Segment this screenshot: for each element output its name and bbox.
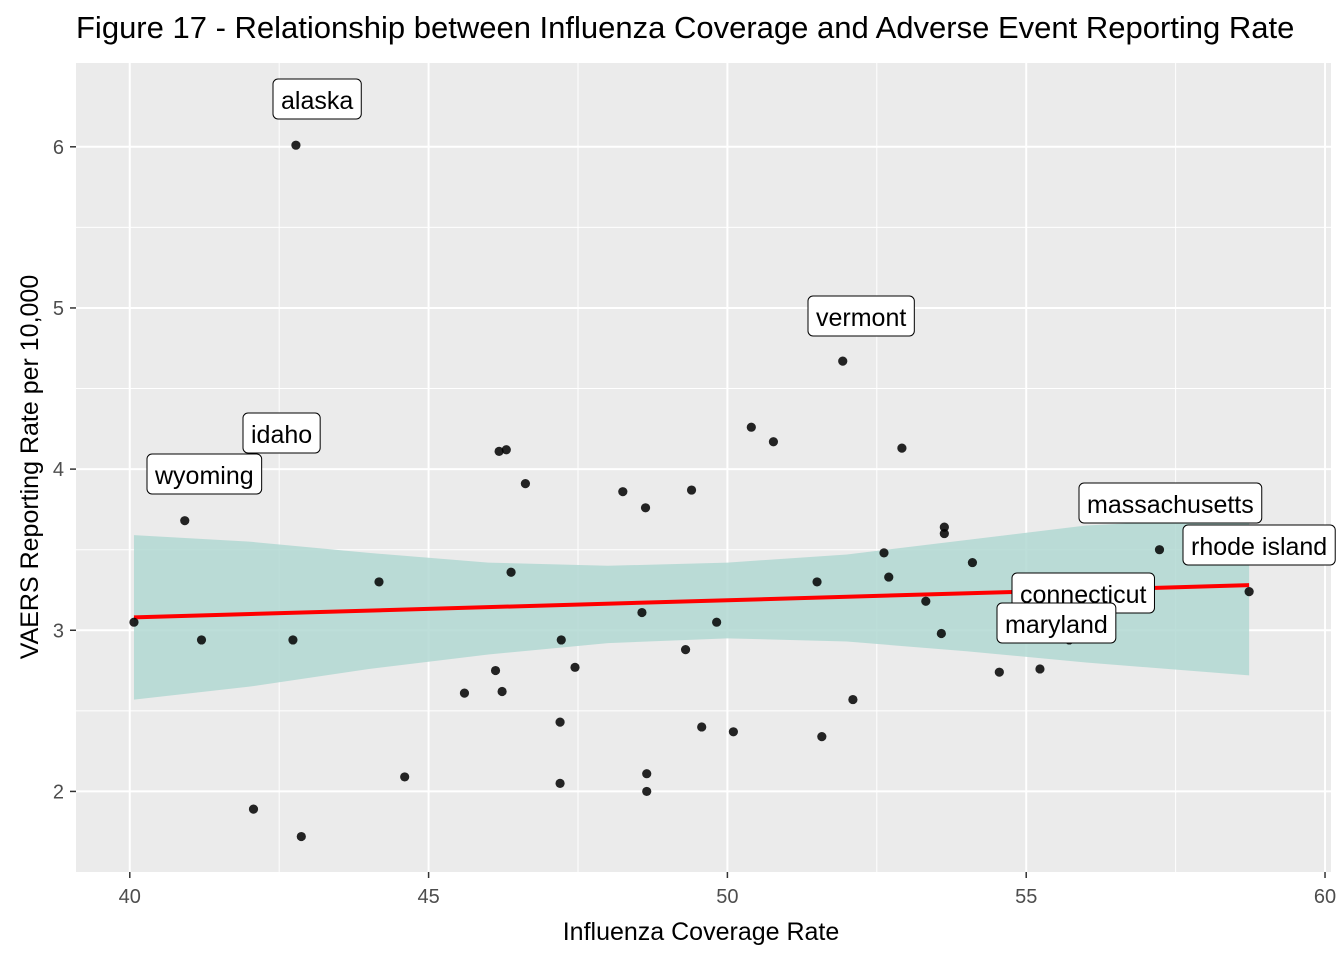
chart-title: Figure 17 - Relationship between Influen… <box>76 10 1295 45</box>
y-axis: 2 3 4 5 6 <box>53 137 76 803</box>
data-point <box>642 786 652 797</box>
data-point <box>939 522 949 532</box>
data-point <box>374 577 384 587</box>
x-axis: 40 45 50 55 60 <box>119 872 1336 908</box>
data-point <box>490 665 501 676</box>
x-tick-label: 40 <box>119 886 141 908</box>
data-point <box>686 485 697 495</box>
data-point <box>838 356 848 366</box>
data-point <box>501 445 511 455</box>
point-label-box <box>242 412 321 454</box>
data-point <box>697 722 707 732</box>
data-point <box>712 617 722 627</box>
x-tick-label: 45 <box>417 886 439 908</box>
point-label-text: massachusetts <box>1087 491 1254 519</box>
data-point <box>817 732 827 742</box>
data-point <box>746 422 756 432</box>
data-point <box>994 667 1004 677</box>
data-points <box>129 140 1254 842</box>
point-label: alaska <box>272 78 362 120</box>
data-point <box>936 628 946 639</box>
data-point <box>642 769 652 779</box>
data-point <box>570 662 580 672</box>
data-point <box>728 727 738 737</box>
data-point <box>921 596 931 606</box>
point-label-box <box>272 78 362 120</box>
data-point <box>180 516 190 526</box>
point-label-box <box>146 453 263 495</box>
x-axis-label: Influenza Coverage Rate <box>563 918 840 946</box>
x-tick-label: 60 <box>1314 886 1336 908</box>
y-tick-label: 6 <box>53 137 64 159</box>
point-label-box <box>1078 482 1263 524</box>
y-axis-label: VAERS Reporting Rate per 10,000 <box>16 275 44 660</box>
data-point <box>129 617 139 627</box>
data-point <box>618 487 628 497</box>
data-point <box>494 446 504 456</box>
point-label-box <box>996 602 1117 644</box>
data-point <box>555 717 565 727</box>
data-point <box>196 635 207 645</box>
point-labels: alaska vermont idaho wyoming massachusetts rh… <box>146 78 1336 644</box>
point-label: idaho <box>242 412 321 454</box>
data-point <box>680 645 691 655</box>
y-tick-label: 3 <box>53 620 64 642</box>
data-point <box>768 437 779 447</box>
data-point <box>459 688 470 698</box>
data-point <box>812 577 822 587</box>
point-label: rhode island <box>1182 524 1336 566</box>
y-tick-label: 4 <box>53 459 64 481</box>
data-point <box>506 567 516 577</box>
data-point <box>640 503 651 513</box>
data-point <box>1154 545 1165 555</box>
data-point <box>291 140 301 150</box>
data-point <box>897 443 907 453</box>
point-label: wyoming <box>146 453 263 495</box>
data-point <box>556 635 566 645</box>
data-point <box>520 479 531 489</box>
data-point <box>1035 664 1045 674</box>
point-label: maryland <box>996 602 1117 644</box>
point-label: massachusetts <box>1078 482 1263 524</box>
data-point <box>288 635 298 645</box>
data-point <box>848 694 858 705</box>
point-label-box <box>1182 524 1336 566</box>
y-tick-label: 5 <box>53 298 64 320</box>
data-point <box>967 557 978 568</box>
point-label-text: wyoming <box>154 462 254 490</box>
data-point <box>497 686 507 697</box>
x-tick-label: 50 <box>716 886 738 908</box>
data-point <box>637 607 647 618</box>
y-tick-label: 2 <box>53 781 64 803</box>
point-label: vermont <box>807 295 915 337</box>
plot-panel <box>76 63 1331 872</box>
point-label-text: rhode island <box>1191 533 1327 561</box>
data-point <box>884 572 894 582</box>
data-point <box>1244 586 1254 597</box>
data-point <box>296 831 306 842</box>
data-point <box>400 772 410 782</box>
data-point <box>555 778 565 788</box>
point-label-text: alaska <box>281 87 353 115</box>
point-label-text: idaho <box>251 421 312 449</box>
data-point <box>939 528 949 539</box>
point-label-box <box>807 295 915 337</box>
data-point <box>879 548 889 558</box>
point-label-text: maryland <box>1005 611 1108 639</box>
x-tick-label: 55 <box>1015 886 1037 908</box>
point-label-text: vermont <box>816 304 906 332</box>
data-point <box>248 804 259 814</box>
